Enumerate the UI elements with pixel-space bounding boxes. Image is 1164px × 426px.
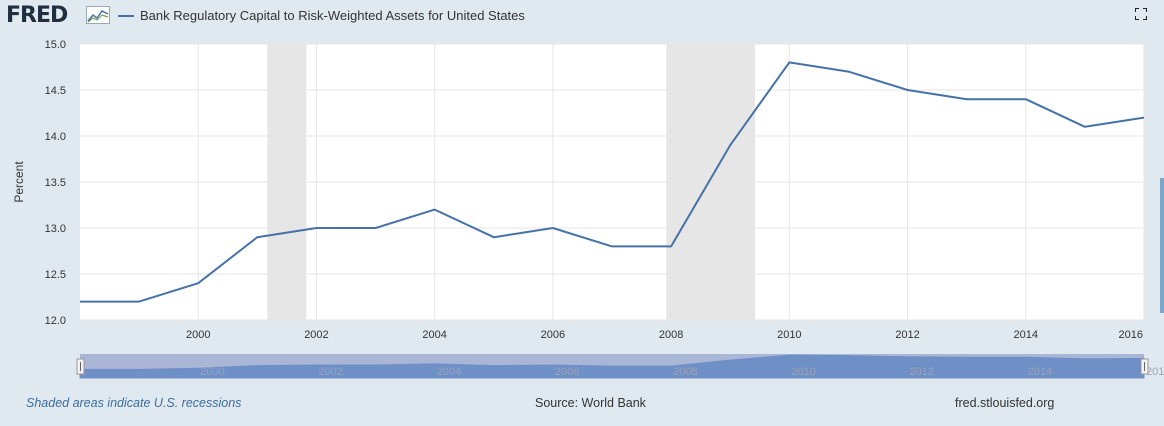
series-lines [80, 61, 1145, 303]
chart-legend[interactable]: Bank Regulatory Capital to Risk-Weighted… [118, 8, 525, 23]
grid-lines [80, 43, 1145, 321]
navigator-tick-label: 2014 [1028, 366, 1052, 378]
scrollbar[interactable] [1160, 178, 1164, 313]
navigator-tick-label: 2006 [555, 366, 579, 378]
recession-note: Shaded areas indicate U.S. recessions [26, 396, 242, 410]
y-tick-label: 13.0 [45, 223, 66, 235]
navigator-tick-label: 2008 [673, 366, 697, 378]
line-chart: 12.012.513.013.514.014.515.0 2000 2002 200… [12, 39, 1164, 379]
navigator-area [79, 354, 1145, 379]
x-tick-label: 2012 [895, 329, 919, 341]
fred-logo-chart-icon [86, 6, 110, 24]
y-tick-label: 15.0 [45, 39, 66, 51]
y-axis-ticks: 12.0 12.5 13.0 13.5 14.0 14.5 15.0 [45, 39, 66, 327]
navigator-tick-label: 2000 [200, 366, 224, 378]
fred-logo[interactable]: FRED [6, 3, 68, 28]
y-tick-label: 12.5 [45, 269, 66, 281]
x-tick-label: 2004 [422, 329, 446, 341]
navigator-tick-label: 2002 [318, 366, 342, 378]
y-tick-label: 14.5 [45, 85, 66, 97]
series-line[interactable] [80, 61, 1145, 303]
y-axis-label: Percent [12, 161, 26, 203]
x-tick-label: 2008 [659, 329, 683, 341]
x-tick-label: 2002 [304, 329, 328, 341]
x-tick-label: 2014 [1014, 329, 1038, 341]
x-axis-ticks: 2000 2002 2004 2006 2008 2010 2012 2014 2016 [186, 329, 1143, 341]
y-tick-label: 13.5 [45, 177, 66, 189]
x-tick-label: 2006 [541, 329, 565, 341]
x-tick-label: 2000 [186, 329, 210, 341]
x-tick-label: 2010 [777, 329, 801, 341]
y-tick-label: 12.0 [45, 315, 66, 327]
source-note: Source: World Bank [535, 396, 646, 410]
legend-series-label: Bank Regulatory Capital to Risk-Weighted… [140, 8, 525, 23]
y-tick-label: 14.0 [45, 131, 66, 143]
site-link[interactable]: fred.stlouisfed.org [955, 396, 1055, 410]
navigator-tick-label: 2004 [437, 366, 461, 378]
navigator-tick-label: 2012 [910, 366, 934, 378]
x-tick-label: 2016 [1119, 329, 1143, 341]
time-navigator[interactable]: 2000 2002 2004 2006 2008 2010 2012 2014 201 [76, 354, 1164, 379]
navigator-tick-label: 2010 [791, 366, 815, 378]
legend-line-swatch [118, 14, 134, 17]
chart-header: FRED Bank Regulatory Capital to Risk-Wei… [0, 0, 1164, 34]
navigator-tick-label: 201 [1146, 366, 1164, 378]
